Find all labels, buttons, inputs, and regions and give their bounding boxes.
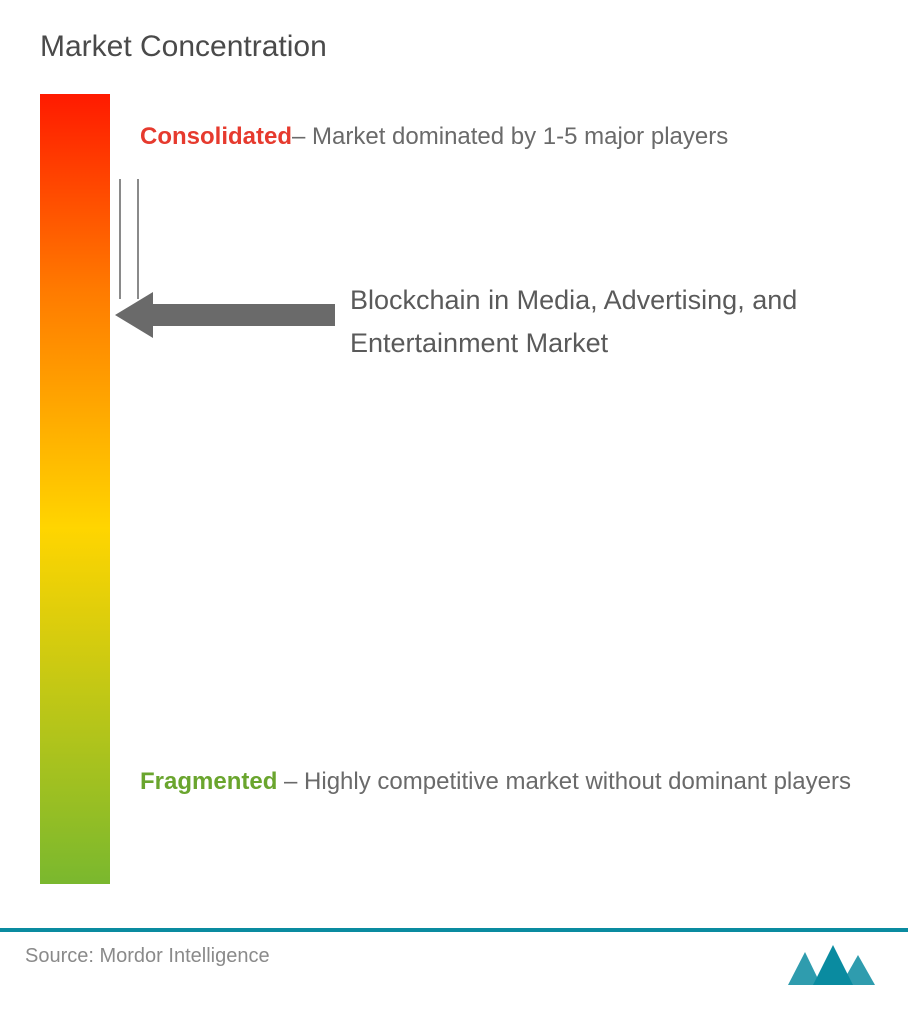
fragmented-label: Fragmented	[140, 768, 277, 795]
page-title: Market Concentration	[40, 30, 868, 64]
footer-divider	[0, 928, 908, 932]
concentration-gradient-bar	[40, 94, 110, 884]
content-area: Consolidated– Market dominated by 1-5 ma…	[40, 94, 868, 884]
mordor-logo-icon	[783, 940, 878, 990]
market-arrow	[115, 292, 335, 338]
consolidated-text: – Market dominated by 1-5 major players	[292, 123, 728, 150]
bracket-connector	[110, 179, 160, 299]
fragmented-text: – Highly competitive market without domi…	[277, 768, 851, 795]
consolidated-label: Consolidated	[140, 123, 292, 150]
source-prefix: Source:	[25, 945, 99, 967]
infographic-container: Market Concentration Consolidated– Marke…	[0, 0, 908, 1010]
arrow-left-icon	[115, 292, 335, 338]
market-name: Blockchain in Media, Advertising, and En…	[350, 279, 890, 365]
consolidated-description: Consolidated– Market dominated by 1-5 ma…	[140, 109, 870, 164]
source-name: Mordor Intelligence	[99, 945, 269, 967]
source-citation: Source: Mordor Intelligence	[25, 945, 270, 968]
fragmented-description: Fragmented – Highly competitive market w…	[140, 754, 870, 809]
